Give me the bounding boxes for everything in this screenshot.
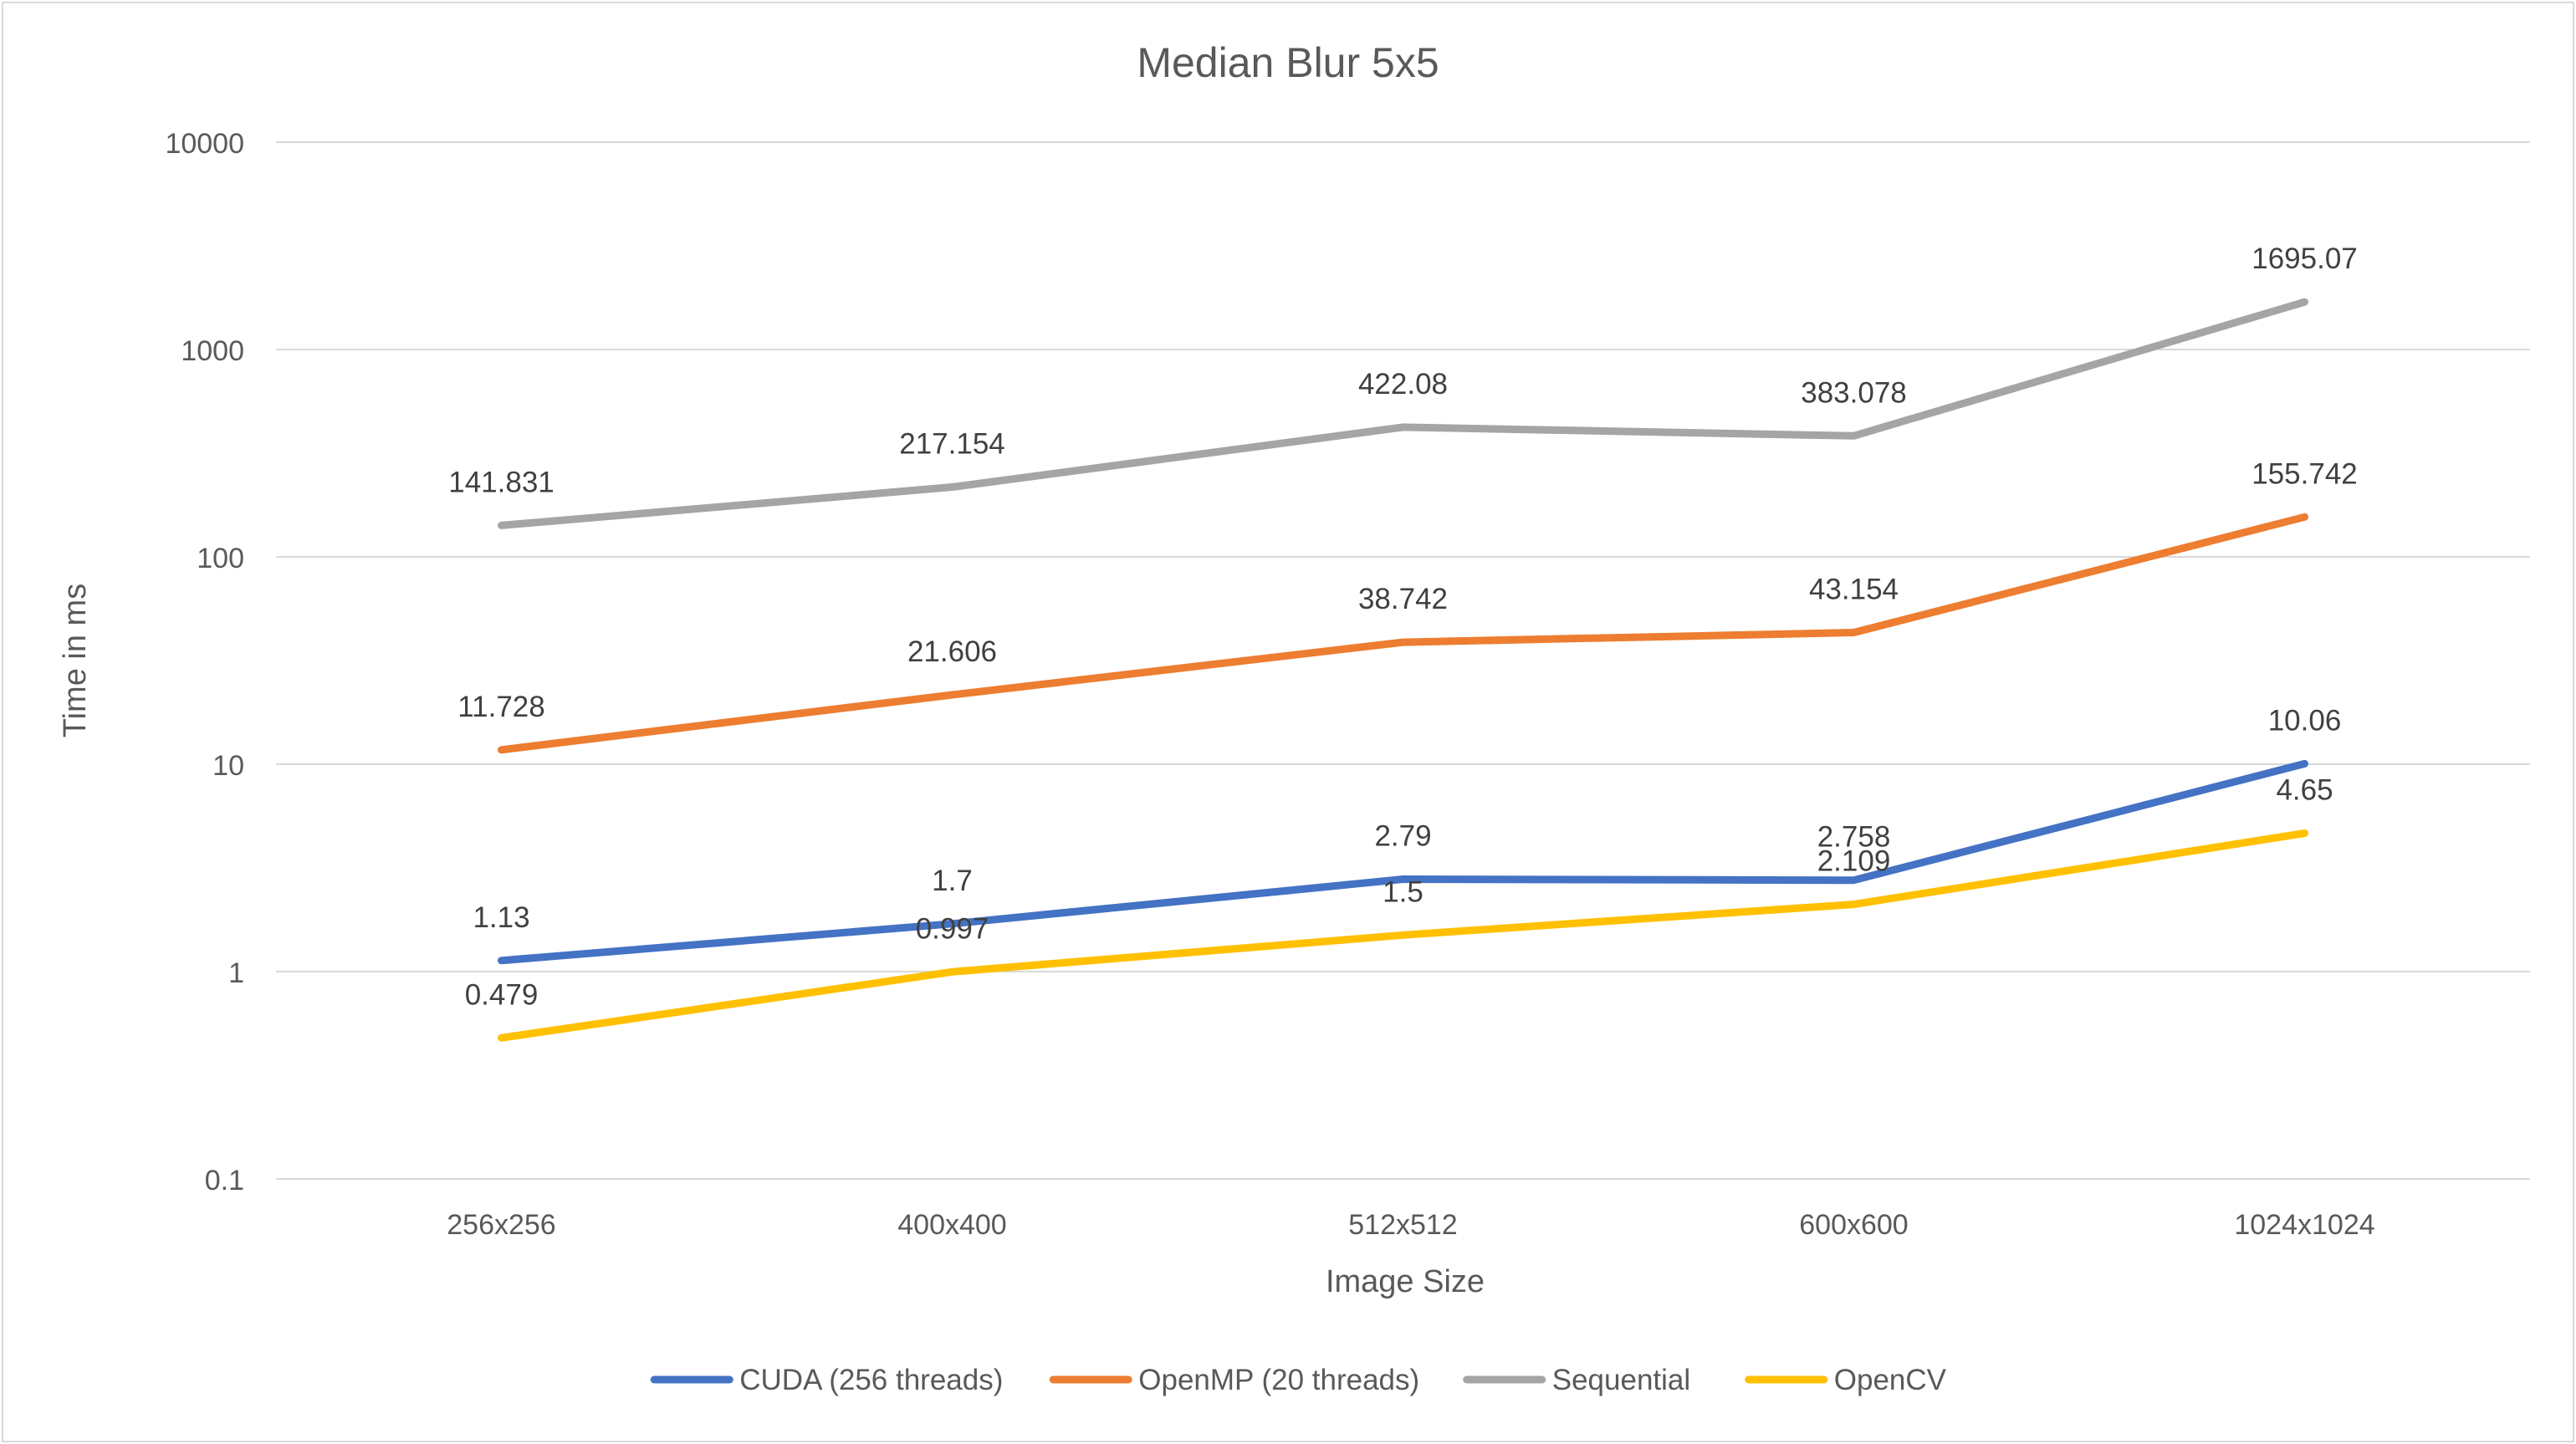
legend-label: Sequential [1552,1364,1690,1396]
data-label: 2.79 [1374,819,1431,852]
x-tick-label: 256x256 [447,1209,555,1241]
data-label: 2.109 [1817,845,1891,878]
data-label: 1.5 [1383,875,1423,908]
x-tick-label: 600x600 [1799,1209,1908,1241]
series-line-2 [498,298,2308,529]
y-tick-label: 10000 [165,128,244,160]
y-tick-label: 1000 [181,335,244,367]
x-axis-label: Image Size [1326,1264,1485,1299]
data-label: 217.154 [899,427,1005,460]
data-label: 155.742 [2251,457,2358,490]
data-label: 38.742 [1358,583,1448,615]
chart-title: Median Blur 5x5 [1137,39,1439,86]
series-lines [498,298,2308,1042]
data-labels: 1.13 1.7 2.79 2.758 10.06 11.728 21.606 38.742 4… [448,242,2358,1011]
x-tick-label: 1024x1024 [2234,1209,2374,1241]
legend: CUDA (256 threads) OpenMP (20 threads) Seq… [650,1364,1947,1396]
series-line-3 [498,829,2308,1042]
y-axis-label: Time in ms [58,584,93,737]
x-tick-label: 512x512 [1348,1209,1457,1241]
x-axis-ticks: 256x256 400x400 512x512 600x600 1024x1024 [447,1209,2374,1241]
data-label: 4.65 [2276,773,2333,806]
series-line-0 [498,759,2308,965]
data-label: 1.13 [473,901,529,934]
data-label: 0.997 [916,912,989,945]
data-label: 2.758 [1817,821,1891,854]
data-label: 1695.07 [2251,242,2358,275]
data-label: 43.154 [1809,574,1899,606]
y-tick-label: 100 [197,543,244,574]
data-label: 11.728 [457,691,544,723]
legend-label: OpenMP (20 threads) [1138,1364,1419,1396]
gridlines [276,141,2530,1180]
series-line-1 [498,513,2308,754]
data-label: 1.7 [932,865,973,897]
data-label: 0.479 [465,978,539,1011]
data-label: 422.08 [1358,368,1448,401]
data-label: 21.606 [907,635,997,668]
y-axis-ticks: 0.1 1 10 100 1000 10000 [165,128,244,1197]
y-tick-label: 0.1 [205,1165,244,1197]
legend-label: OpenCV [1834,1364,1947,1396]
data-label: 383.078 [1801,376,1907,409]
data-label: 141.831 [448,466,555,498]
y-tick-label: 1 [228,957,244,989]
y-tick-label: 10 [212,750,244,782]
legend-label: CUDA (256 threads) [739,1364,1003,1396]
data-label: 10.06 [2268,704,2342,737]
x-tick-label: 400x400 [897,1209,1006,1241]
